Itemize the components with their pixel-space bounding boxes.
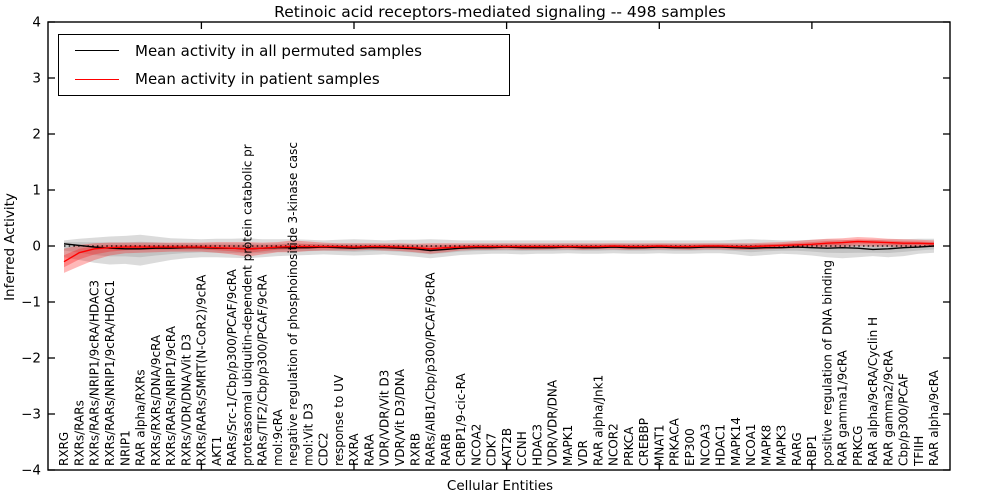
legend-box: Mean activity in all permuted samples Me… [58,34,510,96]
x-tick-label: response to UV [332,374,346,466]
x-tick-label: MAPK8 [759,425,773,466]
x-tick-label: EP300 [683,428,697,466]
x-tick-label: CREBBP [637,418,651,466]
x-tick-label: mol:9cRA [271,409,285,466]
x-tick-label: RAR alpha/Jnk1 [591,375,605,466]
patient-mean-line [63,240,935,263]
x-tick-label: VDR/Vit D3/DNA [393,368,407,466]
x-tick-label: CRBP1/9-cic-RA [454,372,468,466]
x-axis-label: Cellular Entities [446,478,554,494]
x-tick-label: RARB [439,433,453,466]
x-tick-label: proteasomal ubiquitin-dependent protein … [240,144,254,466]
legend-entry-permuted: Mean activity in all permuted samples [59,38,509,64]
x-tick-label: RXRA [347,433,361,466]
x-tick-label: RAR alpha/9cRA/Cyclin H [866,317,880,466]
x-tick-label: CCNH [515,431,529,466]
y-tick-label: −2 [21,351,41,367]
x-tick-label: RARs/Src-1/Cbp/p300/PCAF/9cRA [225,268,239,466]
x-tick-label: RARs/AIB1/Cbp/p300/PCAF/9cRA [424,272,438,466]
x-tick-label: mol:Vit D3 [301,403,315,466]
x-tick-label: NCOA1 [744,424,758,466]
y-tick-label: 0 [32,239,41,255]
x-tick-label: NCOA2 [469,424,483,466]
y-tick-label: 3 [32,71,41,87]
x-tick-label: RXRB [408,433,422,466]
x-tick-label: NRIP1 [118,430,132,466]
x-tick-label: RXRs/RARs/NRIP1/9cRA [164,325,178,466]
x-tick-label: TFIIH [912,436,926,467]
legend-label-permuted: Mean activity in all permuted samples [135,41,422,60]
x-tick-label: PRKCG [851,426,865,466]
x-tick-label: CDK7 [485,433,499,466]
x-tick-label: MAPK3 [775,425,789,466]
x-tick-label: RAR alpha/9cRA [927,369,941,466]
legend-entry-patient: Mean activity in patient samples [59,66,509,92]
legend-label-patient: Mean activity in patient samples [135,70,380,89]
y-tick-label: 1 [32,183,41,199]
patient-line-swatch [75,78,119,80]
x-tick-label: HDAC1 [714,424,728,466]
x-tick-label: NCOR2 [607,423,621,466]
x-tick-label: RXRs/RARs/SMRT(N-CoR2)/9cRA [195,274,209,466]
x-tick-label: NCOA3 [698,424,712,466]
x-tick-label: RXRs/RXRs/DNA/9cRA [149,334,163,466]
x-tick-label: positive regulation of DNA binding [820,260,834,466]
x-tick-label: Cbp/p300/PCAF [897,373,911,466]
y-tick-label: 4 [32,15,41,31]
x-tick-label: RXRs/RARs/NRIP1/9cRA/HDAC1 [103,280,117,466]
permuted-line-swatch [75,50,119,52]
x-tick-label: RXRG [57,432,71,466]
x-tick-label: RXRs/RARs/NRIP1/9cRA/HDAC3 [88,280,102,466]
x-tick-label: negative regulation of phosphoinositide … [286,142,300,466]
x-tick-label: MAPK1 [561,425,575,466]
x-tick-label: RXRs/RARs [73,400,87,466]
chart-title: Retinoic acid receptors-mediated signali… [274,3,726,21]
x-tick-label: PRKCA [622,426,636,466]
x-tick-label: KAT2B [500,428,514,466]
permuted-range-band [64,234,934,266]
y-tick-label: −3 [21,407,41,423]
x-tick-label: MNAT1 [653,424,667,466]
x-tick-label: HDAC3 [530,424,544,466]
x-tick-label: RAR gamma1/9cRA [836,349,850,466]
y-tick-label: −4 [21,463,41,479]
x-tick-label: AKT1 [210,436,224,466]
x-tick-label: VDR/VDR/DNA [546,379,560,466]
y-axis-label: Inferred Activity [2,193,18,301]
x-tick-label: VDR [576,440,590,466]
x-tick-label: RARA [363,433,377,466]
x-tick-label: MAPK14 [729,417,743,466]
x-tick-label: RARs/TIF2/Cbp/p300/PCAF/9cRA [256,274,270,466]
x-tick-label: PRKACA [668,417,682,466]
x-tick-label: RAR gamma2/9cRA [881,349,895,466]
x-tick-label: RXRs/VDR/DNA/Vit D3 [179,334,193,466]
x-tick-label: VDR/VDR/Vit D3 [378,370,392,466]
y-tick-label: −1 [21,295,41,311]
y-tick-label: 2 [32,127,41,143]
x-tick-label: RBP1 [805,435,819,466]
x-tick-label: RARG [790,432,804,466]
x-tick-label: CDC2 [317,432,331,466]
x-tick-label: RAR alpha/RXRs [134,369,148,466]
